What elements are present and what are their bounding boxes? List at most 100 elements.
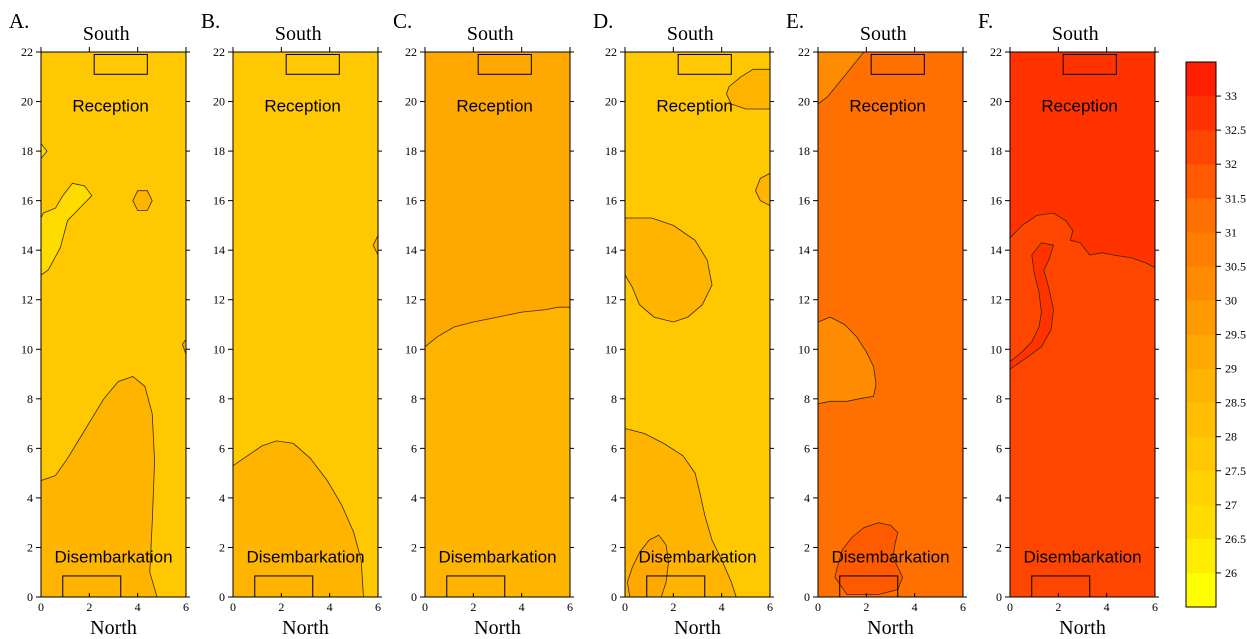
reception-label: Reception xyxy=(849,97,926,116)
y-tick-label: 0 xyxy=(996,590,1002,604)
disembarkation-label: Disembarkation xyxy=(54,547,172,566)
panel-letter: E. xyxy=(786,9,804,33)
x-tick-label: 6 xyxy=(375,600,381,614)
y-tick-label: 10 xyxy=(990,342,1002,356)
reception-label: Reception xyxy=(264,97,341,116)
y-tick-label: 12 xyxy=(990,293,1002,307)
x-tick-label: 6 xyxy=(567,600,573,614)
y-tick-label: 4 xyxy=(219,491,225,505)
y-tick-label: 8 xyxy=(27,392,33,406)
reception-entrance-box xyxy=(870,53,925,75)
y-tick-label: 14 xyxy=(21,243,33,257)
colorbar-tick-label: 26 xyxy=(1225,566,1237,580)
reception-entrance-box xyxy=(677,53,732,75)
reception-label: Reception xyxy=(72,97,149,116)
x-axis-label: North xyxy=(474,617,521,639)
y-tick-label: 0 xyxy=(219,590,225,604)
disembarkation-label: Disembarkation xyxy=(246,547,364,566)
x-tick-label: 4 xyxy=(327,600,333,614)
contour-zone xyxy=(726,68,770,110)
panel-letter: B. xyxy=(201,9,220,33)
contour-zone xyxy=(1010,242,1055,370)
y-tick-label: 4 xyxy=(411,491,417,505)
disembarkation-entrance-box xyxy=(254,575,314,598)
y-tick-label: 14 xyxy=(605,243,617,257)
y-tick-label: 4 xyxy=(804,491,810,505)
colorbar-tick-label: 29.5 xyxy=(1225,328,1246,342)
panel-letter: C. xyxy=(393,9,412,33)
y-tick-label: 12 xyxy=(21,293,33,307)
x-tick-label: 6 xyxy=(1152,600,1158,614)
y-tick-label: 2 xyxy=(27,540,33,554)
y-tick-label: 2 xyxy=(804,540,810,554)
reception-entrance-box xyxy=(1062,53,1117,75)
disembarkation-entrance-box xyxy=(646,575,706,598)
x-tick-label: 4 xyxy=(135,600,141,614)
x-tick-label: 0 xyxy=(38,600,44,614)
colorbar-tick-label: 26.5 xyxy=(1225,532,1246,546)
colorbar-tick-label: 29 xyxy=(1225,362,1237,376)
colorbar-band xyxy=(1186,470,1216,506)
colorbar-band xyxy=(1186,232,1216,267)
contour-zone xyxy=(425,52,570,348)
colorbar: 26 26.5 27 27.5 28 28.5 29 29.5 30 30.5 31 31.5 32 32… xyxy=(1185,61,1246,608)
y-tick-label: 18 xyxy=(605,144,617,158)
y-tick-label: 6 xyxy=(611,441,617,455)
panel-f: 0 2 4 6 0 2 4 6 8 10 12 14 16 18 20 22 F. South North Recep… xyxy=(978,9,1159,639)
disembarkation-entrance-box xyxy=(1031,575,1091,598)
panel-letter: A. xyxy=(9,9,29,33)
y-tick-label: 20 xyxy=(798,95,810,109)
y-tick-label: 18 xyxy=(21,144,33,158)
y-tick-label: 0 xyxy=(804,590,810,604)
x-tick-label: 2 xyxy=(470,600,476,614)
y-tick-label: 6 xyxy=(804,441,810,455)
y-tick-label: 12 xyxy=(605,293,617,307)
x-tick-label: 6 xyxy=(183,600,189,614)
panel-letter: F. xyxy=(978,9,993,33)
y-tick-label: 14 xyxy=(405,243,417,257)
y-tick-label: 2 xyxy=(996,540,1002,554)
colorbar-tick-label: 32.5 xyxy=(1225,123,1246,137)
contour-zone xyxy=(372,235,378,256)
y-tick-label: 12 xyxy=(798,293,810,307)
panel-d: 0 2 4 6 0 2 4 6 8 10 12 14 16 18 20 22 D. South North Recep… xyxy=(593,9,774,639)
y-tick-label: 16 xyxy=(21,194,33,208)
x-axis-label: North xyxy=(674,617,721,639)
y-tick-label: 2 xyxy=(219,540,225,554)
south-label: South xyxy=(275,23,322,45)
x-axis-label: North xyxy=(867,617,914,639)
y-tick-label: 18 xyxy=(798,144,810,158)
x-tick-label: 2 xyxy=(670,600,676,614)
x-tick-label: 0 xyxy=(622,600,628,614)
south-label: South xyxy=(860,23,907,45)
y-tick-label: 4 xyxy=(996,491,1002,505)
colorbar-tick-label: 31 xyxy=(1225,225,1237,239)
colorbar-tick-label: 33 xyxy=(1225,89,1237,103)
y-tick-label: 10 xyxy=(405,342,417,356)
x-tick-label: 2 xyxy=(863,600,869,614)
x-axis-label: North xyxy=(90,617,137,639)
x-tick-label: 4 xyxy=(1104,600,1110,614)
colorbar-band xyxy=(1186,164,1216,199)
panel-e: 0 2 4 6 0 2 4 6 8 10 12 14 16 18 20 22 E. South North Recep… xyxy=(786,9,967,639)
contour-zone xyxy=(41,376,158,597)
y-tick-label: 22 xyxy=(21,45,33,59)
reception-entrance-box xyxy=(93,53,148,75)
y-tick-label: 18 xyxy=(213,144,225,158)
contour-zone xyxy=(818,52,865,105)
reception-entrance-box xyxy=(285,53,340,75)
y-tick-label: 16 xyxy=(605,194,617,208)
colorbar-band xyxy=(1186,96,1216,131)
y-tick-label: 20 xyxy=(213,95,225,109)
y-tick-label: 10 xyxy=(798,342,810,356)
y-tick-label: 20 xyxy=(605,95,617,109)
x-tick-label: 0 xyxy=(815,600,821,614)
colorbar-band xyxy=(1186,334,1216,369)
y-tick-label: 22 xyxy=(405,45,417,59)
x-tick-label: 4 xyxy=(719,600,725,614)
y-tick-label: 20 xyxy=(21,95,33,109)
y-tick-label: 8 xyxy=(611,392,617,406)
panel-c: 0 2 4 6 0 2 4 6 8 10 12 14 16 18 20 22 C. South North Recep… xyxy=(393,9,574,639)
contour-zone xyxy=(181,338,186,355)
